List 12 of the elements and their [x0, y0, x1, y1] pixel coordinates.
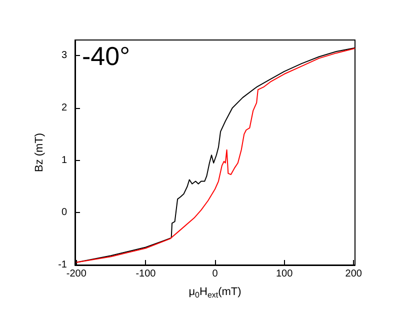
y-tick-label: 1 [61, 154, 68, 166]
x-tick-label: -200 [66, 268, 87, 280]
y-tick-label: 0 [61, 207, 68, 218]
y-axis-title: Bz (mT) [34, 132, 46, 172]
y-tick-label: -1 [58, 260, 68, 270]
annotation: -40° [82, 41, 130, 71]
y-tick-label: 3 [61, 50, 68, 62]
x-tick-label: 100 [276, 268, 294, 280]
y-tick-label: 2 [61, 102, 68, 114]
x-tick-label: 200 [345, 268, 362, 280]
x-tick-label: 0 [212, 268, 218, 280]
x-tick-label: -100 [136, 268, 156, 280]
